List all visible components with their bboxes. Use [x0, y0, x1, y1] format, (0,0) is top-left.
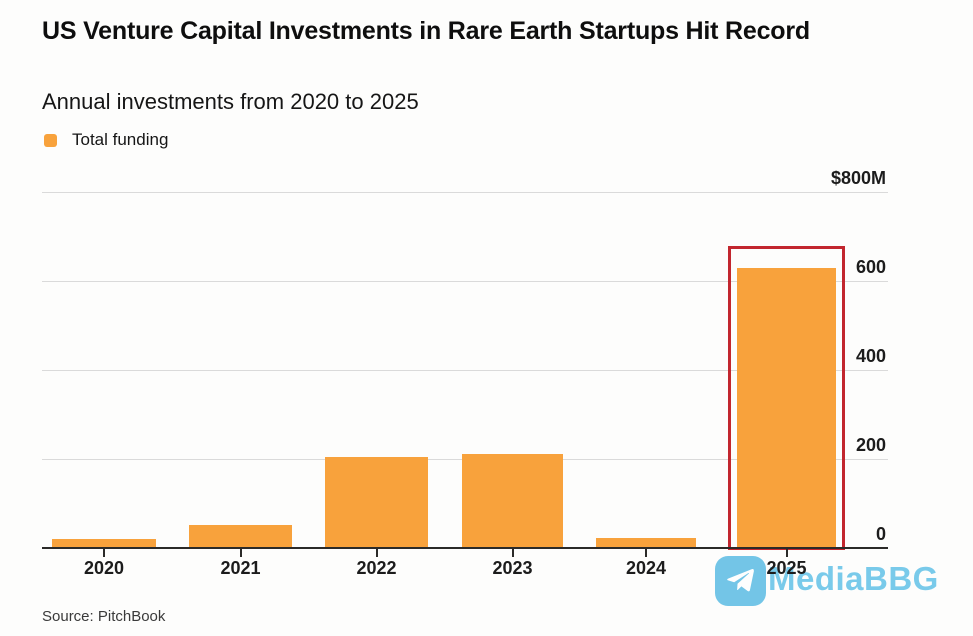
bar-2022 — [325, 456, 428, 548]
gridline-400 — [42, 369, 888, 371]
y-tick-label-400: 400 — [855, 346, 886, 366]
bar-2024 — [596, 538, 696, 548]
bar-2020 — [52, 539, 156, 548]
x-tick-label-2020: 2020 — [83, 558, 125, 578]
chart-subtitle: Annual investments from 2020 to 2025 — [42, 89, 419, 114]
tick-mark-2021 — [239, 549, 242, 557]
telegram-plane-icon — [715, 556, 766, 606]
bar-2025 — [737, 267, 836, 548]
watermark-text: MediaBBG — [768, 560, 939, 597]
x-tick-label-2024: 2024 — [625, 558, 667, 578]
bar-2023 — [462, 453, 563, 548]
source-note: Source: PitchBook — [42, 608, 166, 625]
highlight-box-2025 — [728, 245, 845, 550]
tick-mark-2022 — [375, 549, 378, 557]
x-tick-label-2021: 2021 — [220, 558, 261, 578]
tick-mark-2024 — [645, 549, 647, 557]
y-tick-label-0: 0 — [875, 524, 886, 544]
tick-mark-2023 — [511, 549, 514, 557]
legend-label: Total funding — [72, 130, 169, 149]
bar-2021 — [189, 524, 292, 548]
chart-title: US Venture Capital Investments in Rare E… — [42, 17, 810, 45]
gridline-600 — [42, 280, 888, 282]
bar-chart: 2020 2021 2022 2023 2024 2025 $800M 600 400 200 0 — [42, 168, 888, 578]
x-axis-line — [42, 547, 888, 549]
y-tick-label-600: 600 — [855, 257, 886, 277]
gridline-800 — [42, 191, 888, 193]
legend-swatch-total-funding — [44, 133, 57, 147]
x-tick-label-2023: 2023 — [492, 558, 533, 578]
x-tick-label-2022: 2022 — [356, 558, 397, 578]
watermark: MediaBBG — [715, 556, 939, 606]
y-tick-label-800: $800M — [830, 168, 886, 188]
x-tick-label-2025: 2025 — [766, 558, 807, 578]
tick-mark-2020 — [103, 549, 105, 557]
tick-mark-2025 — [785, 549, 788, 557]
y-tick-label-200: 200 — [855, 435, 886, 455]
legend: Total funding — [44, 130, 169, 149]
